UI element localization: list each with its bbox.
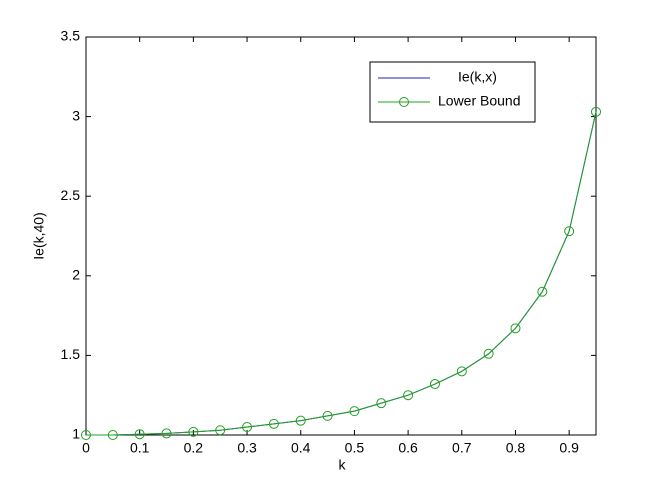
marker (81, 430, 91, 440)
marker (456, 366, 467, 377)
x-tick-label: 0.3 (237, 440, 257, 456)
y-tick-label: 1.5 (61, 346, 81, 362)
x-tick-label: 0.6 (398, 440, 418, 456)
y-axis-label: Ie(k,40) (31, 212, 47, 259)
x-tick-label: 0.7 (452, 440, 472, 456)
x-tick-label: 0.1 (130, 440, 150, 456)
marker (376, 398, 387, 409)
marker (322, 410, 333, 421)
marker (349, 406, 360, 417)
x-tick-label: 0.8 (506, 440, 526, 456)
marker (295, 415, 306, 426)
x-tick-label: 0 (82, 440, 90, 456)
y-tick-label: 2.5 (61, 187, 81, 203)
marker (107, 430, 118, 440)
marker (483, 348, 494, 359)
x-tick-label: 0.2 (184, 440, 204, 456)
x-tick-label: 0.5 (345, 440, 365, 456)
marker (215, 425, 226, 436)
x-tick-label: 0.4 (291, 440, 311, 456)
marker (161, 428, 172, 439)
legend-marker (399, 97, 409, 107)
marker (537, 286, 548, 297)
y-tick-label: 1 (72, 426, 80, 442)
y-tick-label: 3 (72, 107, 80, 123)
marker (188, 426, 199, 437)
legend-label: Ie(k,x) (458, 69, 497, 85)
marker (242, 422, 253, 433)
x-axis-label: k (339, 457, 347, 473)
marker (510, 323, 521, 334)
marker (134, 429, 145, 440)
marker (429, 379, 440, 390)
marker (268, 418, 279, 429)
legend-label: Lower Bound (438, 93, 521, 109)
x-tick-label: 0.9 (559, 440, 579, 456)
y-tick-label: 2 (72, 267, 80, 283)
marker (403, 390, 414, 401)
marker (564, 226, 575, 237)
y-tick-label: 3.5 (61, 28, 81, 44)
marker (591, 106, 601, 117)
legend-box (369, 61, 536, 123)
